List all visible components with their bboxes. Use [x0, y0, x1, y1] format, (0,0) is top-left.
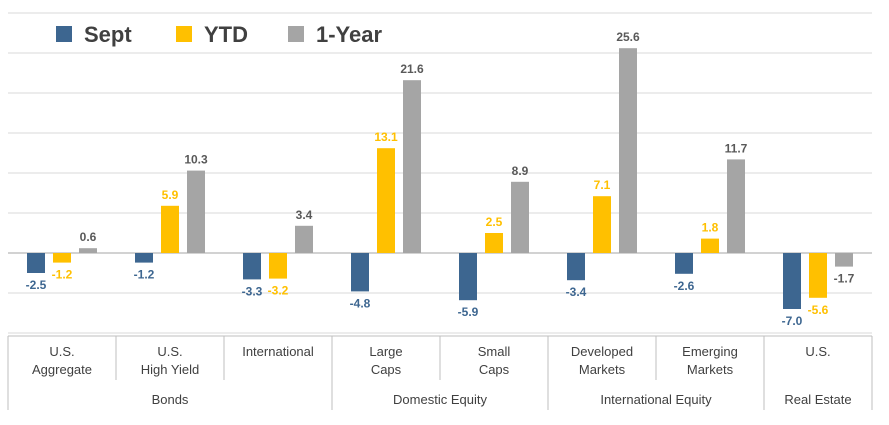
bar-1-year — [835, 253, 853, 267]
bar-ytd — [53, 253, 71, 263]
category-label-line2: Markets — [687, 362, 734, 377]
category-label: U.S. — [49, 344, 74, 359]
category-label-line2: High Yield — [141, 362, 200, 377]
data-label-1-year: -1.7 — [834, 272, 855, 286]
bar-sept — [567, 253, 585, 281]
category-label: International — [242, 344, 314, 359]
category-label-line2: Caps — [371, 362, 402, 377]
legend-swatch-ytd — [176, 26, 192, 42]
bar-sept — [351, 253, 369, 292]
data-label-1-year: 25.6 — [616, 30, 640, 44]
data-label-ytd: 13.1 — [374, 130, 398, 144]
data-label-1-year: 21.6 — [400, 62, 424, 76]
data-label-1-year: 3.4 — [296, 208, 313, 222]
group-label: Bonds — [152, 392, 189, 407]
data-label-ytd: -5.6 — [808, 303, 829, 317]
category-label: Large — [369, 344, 402, 359]
bar-ytd — [701, 238, 719, 253]
bar-ytd — [485, 233, 503, 253]
bar-1-year — [511, 181, 529, 253]
category-label-line2: Markets — [579, 362, 626, 377]
data-label-sept: -3.4 — [566, 285, 587, 299]
data-label-sept: -4.8 — [350, 296, 371, 310]
category-label: Emerging — [682, 344, 738, 359]
bar-sept — [783, 253, 801, 309]
category-label: U.S. — [157, 344, 182, 359]
bar-sept — [243, 253, 261, 280]
legend-swatch-1-year — [288, 26, 304, 42]
data-label-sept: -7.0 — [782, 314, 803, 328]
data-label-sept: -1.2 — [134, 268, 155, 282]
bar-ytd — [269, 253, 287, 279]
data-labels: -2.5 -1.2 0.6 -1.2 5.9 10.3 -3.3 -3.2 3.4 -4.8 13.… — [26, 30, 855, 328]
category-label-line2: Aggregate — [32, 362, 92, 377]
bar-1-year — [619, 48, 637, 254]
data-label-1-year: 8.9 — [512, 164, 529, 178]
data-label-ytd: 2.5 — [486, 215, 503, 229]
category-label: U.S. — [805, 344, 830, 359]
bar-sept — [135, 253, 153, 263]
bar-1-year — [295, 225, 313, 253]
gridlines — [8, 12, 872, 334]
data-label-ytd: 7.1 — [594, 178, 611, 192]
bar-ytd — [809, 253, 827, 298]
data-label-sept: -2.6 — [674, 279, 695, 293]
bar-1-year — [187, 170, 205, 253]
category-label: Developed — [571, 344, 633, 359]
bar-ytd — [593, 196, 611, 253]
bar-sept — [675, 253, 693, 274]
bar-1-year — [727, 159, 745, 253]
data-label-sept: -3.3 — [242, 284, 263, 298]
data-label-1-year: 0.6 — [80, 230, 97, 244]
data-label-ytd: -1.2 — [52, 268, 73, 282]
group-label: Real Estate — [784, 392, 851, 407]
bar-sept — [27, 253, 45, 273]
bar-ytd — [377, 148, 395, 253]
category-label: Small — [478, 344, 511, 359]
data-label-1-year: 10.3 — [184, 153, 208, 167]
bar-1-year — [79, 248, 97, 253]
legend-label-ytd: YTD — [204, 22, 248, 47]
bars — [27, 48, 853, 309]
data-label-sept: -2.5 — [26, 278, 47, 292]
legend-label-1-year: 1-Year — [316, 22, 382, 47]
group-label: Domestic Equity — [393, 392, 487, 407]
data-label-ytd: -3.2 — [268, 284, 289, 298]
bar-1-year — [403, 80, 421, 253]
category-label-line2: Caps — [479, 362, 510, 377]
data-label-ytd: 5.9 — [162, 188, 179, 202]
data-label-sept: -5.9 — [458, 305, 479, 319]
legend: Sept YTD 1-Year — [56, 22, 382, 47]
data-label-ytd: 1.8 — [702, 221, 719, 235]
legend-label-sept: Sept — [84, 22, 132, 47]
category-axis: U.S. Aggregate U.S. High Yield International… — [7, 335, 873, 410]
legend-swatch-sept — [56, 26, 72, 42]
data-label-1-year: 11.7 — [725, 141, 748, 155]
bar-ytd — [161, 205, 179, 253]
bar-sept — [459, 253, 477, 301]
group-label: International Equity — [600, 392, 712, 407]
